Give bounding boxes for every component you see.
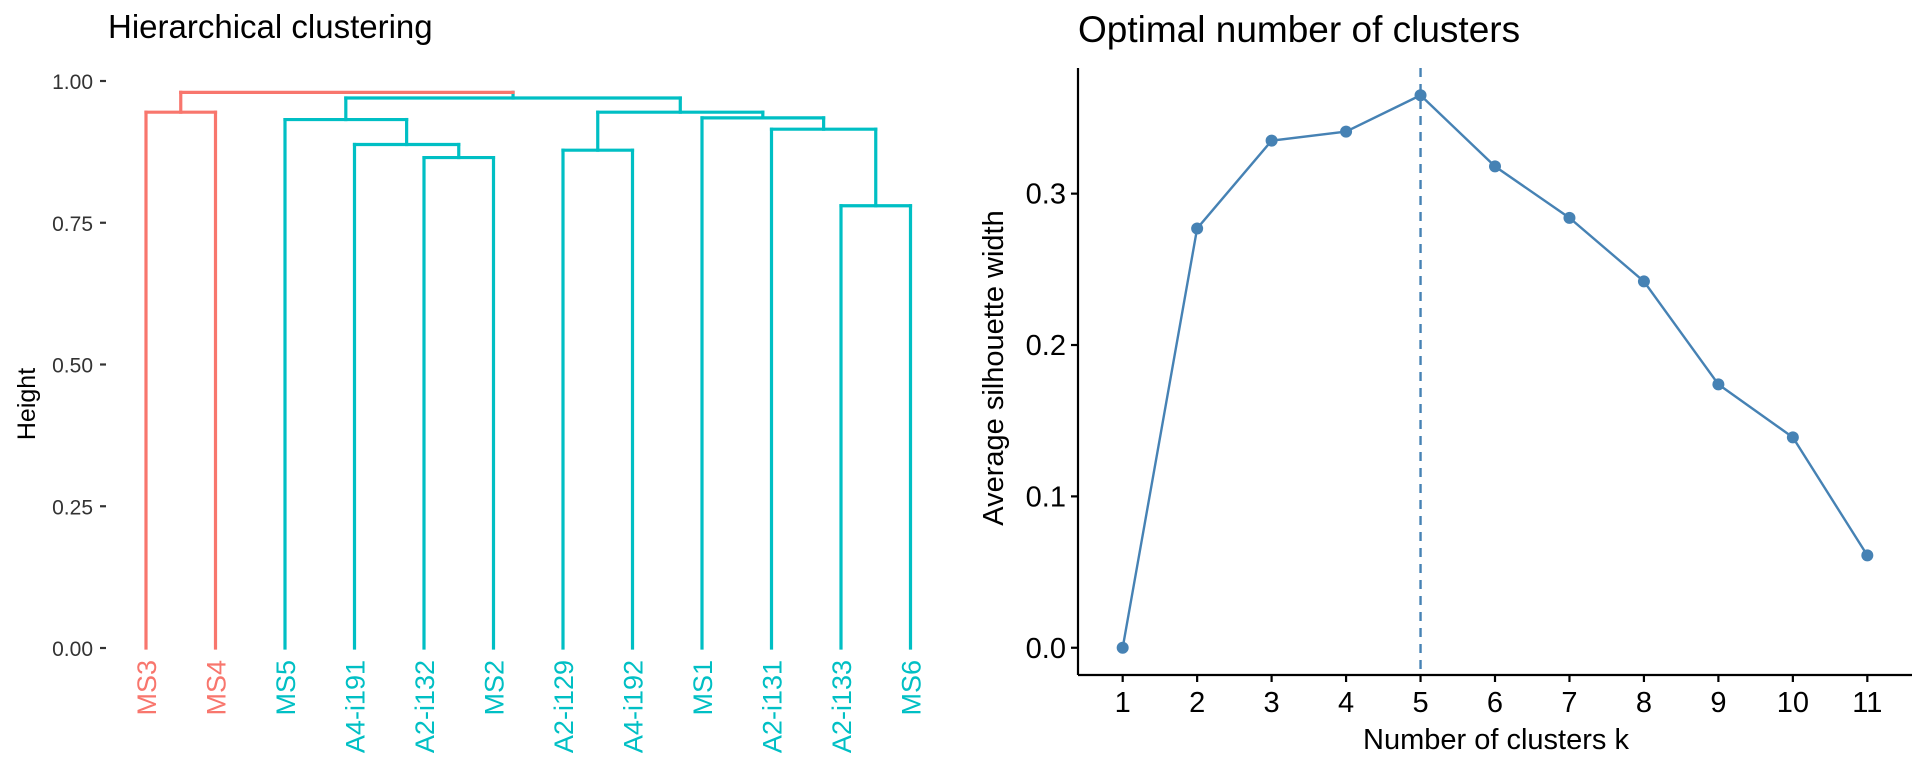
- silhouette-x-tick-label: 7: [1561, 687, 1577, 719]
- silhouette-y-tick-label: 0.1: [1026, 481, 1066, 513]
- dendrogram-branches: [144, 90, 913, 650]
- silhouette-x-tick-label: 3: [1264, 687, 1280, 719]
- dendrogram-panel: Hierarchical clustering Height 0.000.250…: [13, 8, 927, 753]
- dendrogram-title: Hierarchical clustering: [108, 8, 433, 45]
- dendrogram-leaf-label: A4-i192: [619, 660, 649, 753]
- silhouette-x-tick-label: 5: [1412, 687, 1428, 719]
- silhouette-y-tick-label: 0.0: [1026, 633, 1066, 665]
- silhouette-point: [1712, 378, 1725, 391]
- dendrogram-y-tick-label: 0.50: [52, 355, 93, 378]
- silhouette-x-tick-label: 10: [1777, 687, 1809, 719]
- silhouette-title: Optimal number of clusters: [1078, 9, 1520, 50]
- dendrogram-leaf-label: A4-i191: [341, 660, 371, 753]
- silhouette-point: [1861, 549, 1874, 562]
- silhouette-point: [1563, 211, 1576, 224]
- dendrogram-y-tick-label: 0.25: [52, 496, 93, 519]
- silhouette-point: [1786, 431, 1799, 444]
- silhouette-x-tick-label: 2: [1189, 687, 1205, 719]
- silhouette-x-axis-label: Number of clusters k: [1363, 724, 1629, 756]
- silhouette-y-tick-label: 0.3: [1026, 179, 1066, 211]
- silhouette-x-tick-label: 6: [1487, 687, 1503, 719]
- silhouette-point: [1414, 89, 1427, 102]
- silhouette-x-tick-label: 11: [1852, 687, 1882, 719]
- dendrogram-y-tick-label: 0.00: [52, 638, 93, 661]
- dendrogram-y-tick-label: 1.00: [52, 71, 93, 94]
- dendrogram-leaf-label: MS4: [202, 660, 232, 716]
- dendrogram-leaf-label: MS3: [132, 660, 162, 716]
- dendrogram-leaf-label: MS1: [688, 660, 718, 716]
- silhouette-y-tick-label: 0.2: [1026, 330, 1066, 362]
- silhouette-x-tick-label: 4: [1338, 687, 1354, 719]
- dendrogram-leaf-label: A2-i129: [549, 660, 579, 753]
- silhouette-x-tick-label: 1: [1115, 687, 1131, 719]
- dendrogram-y-axis-label: Height: [13, 368, 41, 440]
- silhouette-x-tick-label: 8: [1636, 687, 1652, 719]
- silhouette-panel: Optimal number of clusters Average silho…: [978, 9, 1912, 756]
- silhouette-series-line: [1121, 93, 1869, 648]
- dendrogram-leaf-label: A2-i131: [758, 660, 788, 753]
- dendrogram-leaf-label: MS5: [271, 660, 301, 716]
- dendrogram-y-tick-label: 0.75: [52, 213, 93, 236]
- dendrogram-leaf-label: MS2: [480, 660, 510, 716]
- silhouette-point: [1265, 134, 1278, 147]
- silhouette-x-ticks: 1 2 3 4 5 6 7 8 9 10 11: [1115, 675, 1882, 719]
- silhouette-point: [1340, 125, 1353, 138]
- dendrogram-y-ticks: 0.00 0.25 0.50 0.75 1.00: [52, 71, 106, 661]
- dendrogram-leaf-label: MS6: [897, 660, 927, 716]
- silhouette-points: [1116, 89, 1874, 654]
- silhouette-point: [1191, 222, 1204, 235]
- silhouette-x-tick-label: 9: [1710, 687, 1726, 719]
- silhouette-y-axis-label: Average silhouette width: [978, 210, 1010, 525]
- dendrogram-leaf-labels: MS3 MS4 MS5 A4-i191 A2-i132 MS2 A2-i129 A4-i192…: [132, 660, 927, 753]
- silhouette-point: [1489, 160, 1501, 173]
- silhouette-point: [1637, 275, 1650, 288]
- dendrogram-leaf-label: A2-i132: [410, 660, 440, 753]
- dendrogram-leaf-label: A2-i133: [827, 660, 857, 753]
- silhouette-y-ticks: 0.0 0.1 0.2 0.3: [1026, 179, 1078, 665]
- silhouette-point: [1116, 641, 1129, 654]
